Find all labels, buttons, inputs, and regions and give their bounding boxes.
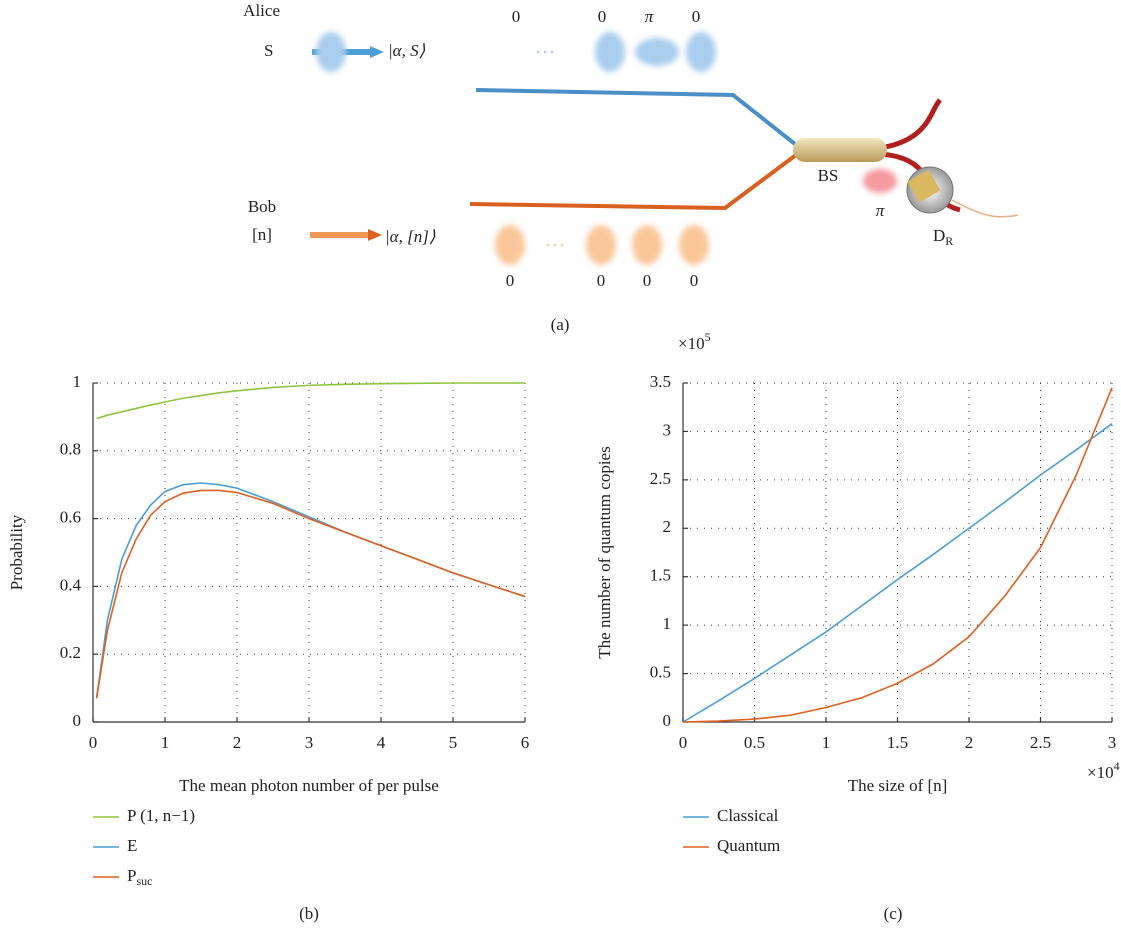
phase: 0 <box>512 7 521 26</box>
phase: 0 <box>598 7 607 26</box>
alice-phases: 0 0 π 0 <box>512 7 701 26</box>
y-axis-label: The number of quantum copies <box>595 446 614 658</box>
series-line <box>682 423 1113 723</box>
x-tick-label: 1 <box>822 733 831 752</box>
multiplier-base: ×10 <box>678 334 705 353</box>
output-pulse <box>863 169 897 193</box>
alice-state: |α, S⟩ <box>388 41 426 60</box>
bob-name: Bob <box>248 197 276 216</box>
series-line <box>682 387 1113 723</box>
beam-splitter <box>793 138 887 162</box>
x-tick-label: 4 <box>377 733 386 752</box>
y-tick-label: 0.2 <box>60 643 81 662</box>
bob-dots <box>546 243 564 247</box>
series-line <box>96 382 525 420</box>
y-tick-label: 1 <box>73 372 82 391</box>
y-tick-label: 2.5 <box>650 469 671 488</box>
series-line <box>95 482 526 699</box>
legend-name: P (1, n−1) <box>127 806 195 825</box>
alice-dots <box>536 50 554 54</box>
alice-arrowhead <box>370 46 384 58</box>
bob-pulses <box>495 225 709 265</box>
detector-label: DR <box>933 226 953 248</box>
x-tick-label: 3 <box>1108 733 1117 752</box>
multiplier-base: ×10 <box>1087 763 1114 782</box>
legend-name: Classical <box>717 806 779 825</box>
legend-label: Psuc <box>127 866 152 888</box>
phase: π <box>645 7 654 26</box>
alice-name: Alice <box>243 1 280 20</box>
y-tick-label: 0.4 <box>60 575 82 594</box>
x-tick-label: 0 <box>679 733 688 752</box>
y-tick-label: 3 <box>663 420 672 439</box>
alice-pulses <box>316 32 716 72</box>
x-axis-label: The mean photon number of per pulse <box>179 776 439 795</box>
series-line <box>95 489 526 699</box>
phase: 0 <box>643 271 652 290</box>
x-tick-label: 3 <box>305 733 314 752</box>
phase: 0 <box>690 271 699 290</box>
multiplier-exponent: 5 <box>705 330 711 344</box>
phase: 0 <box>692 7 701 26</box>
y-tick-label: 0.8 <box>60 440 81 459</box>
alice-fiber <box>475 88 802 150</box>
x-tick-label: 2 <box>233 733 242 752</box>
x-tick-label: 0 <box>89 733 98 752</box>
bob-state: |α, [n]⟩ <box>385 227 436 246</box>
y-tick-label: 0.5 <box>650 662 671 681</box>
phase: 0 <box>597 271 606 290</box>
detector-chip <box>907 169 941 203</box>
x-tick-label: 1.5 <box>887 733 908 752</box>
legend-name: Quantum <box>717 836 780 855</box>
diagram: Alice S |α, S⟩ 0 0 π 0 BS π DR Bob [n] <box>243 1 1019 334</box>
y-tick-label: 0 <box>73 711 82 730</box>
bob-fiber <box>469 150 802 211</box>
legend-label: E <box>127 836 137 855</box>
phase: 0 <box>506 271 515 290</box>
x-tick-label: 0.5 <box>744 733 765 752</box>
x-tick-label: 5 <box>449 733 458 752</box>
x-axis-label: The size of [n] <box>848 776 948 795</box>
x-multiplier: ×104 <box>1087 759 1120 782</box>
y-axis-label: Probability <box>7 514 26 590</box>
x-tick-label: 2.5 <box>1030 733 1051 752</box>
panel-label: (a) <box>551 315 570 334</box>
y-tick-label: 1.5 <box>650 566 671 585</box>
y-tick-label: 0.6 <box>60 508 81 527</box>
legend-label: Classical <box>717 806 779 825</box>
detector-wire <box>951 199 1019 218</box>
multiplier-exponent: 4 <box>1114 759 1120 773</box>
detector-label-main: D <box>933 226 945 245</box>
panel-label: (c) <box>884 904 903 923</box>
y-tick-label: 1 <box>663 614 672 633</box>
legend-name: E <box>127 836 137 855</box>
bs-label: BS <box>818 166 839 185</box>
legend-subscript: suc <box>136 874 152 888</box>
legend-label: P (1, n−1) <box>127 806 195 825</box>
y-tick-label: 3.5 <box>650 372 671 391</box>
y-multiplier: ×105 <box>678 330 711 353</box>
legend-label: Quantum <box>717 836 780 855</box>
x-tick-label: 1 <box>161 733 170 752</box>
y-tick-label: 0 <box>663 711 672 730</box>
alice-input: S <box>264 41 273 60</box>
x-tick-label: 6 <box>521 733 530 752</box>
detector-label-sub: R <box>945 234 953 248</box>
panel-label: (b) <box>299 904 319 923</box>
bob-arrowhead <box>368 229 382 241</box>
legend-name: P <box>127 866 136 885</box>
y-tick-label: 2 <box>663 517 672 536</box>
output-phase: π <box>876 201 885 220</box>
bob-input: [n] <box>252 225 272 244</box>
x-tick-label: 2 <box>965 733 974 752</box>
